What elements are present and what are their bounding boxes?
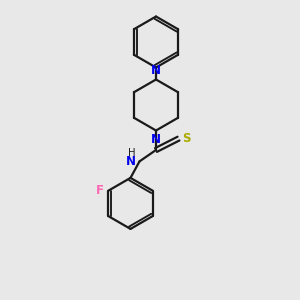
Text: N: N	[151, 133, 161, 146]
Text: N: N	[126, 155, 136, 168]
Text: S: S	[182, 132, 190, 145]
Text: F: F	[96, 184, 104, 197]
Text: H: H	[128, 148, 136, 158]
Text: N: N	[151, 64, 161, 77]
